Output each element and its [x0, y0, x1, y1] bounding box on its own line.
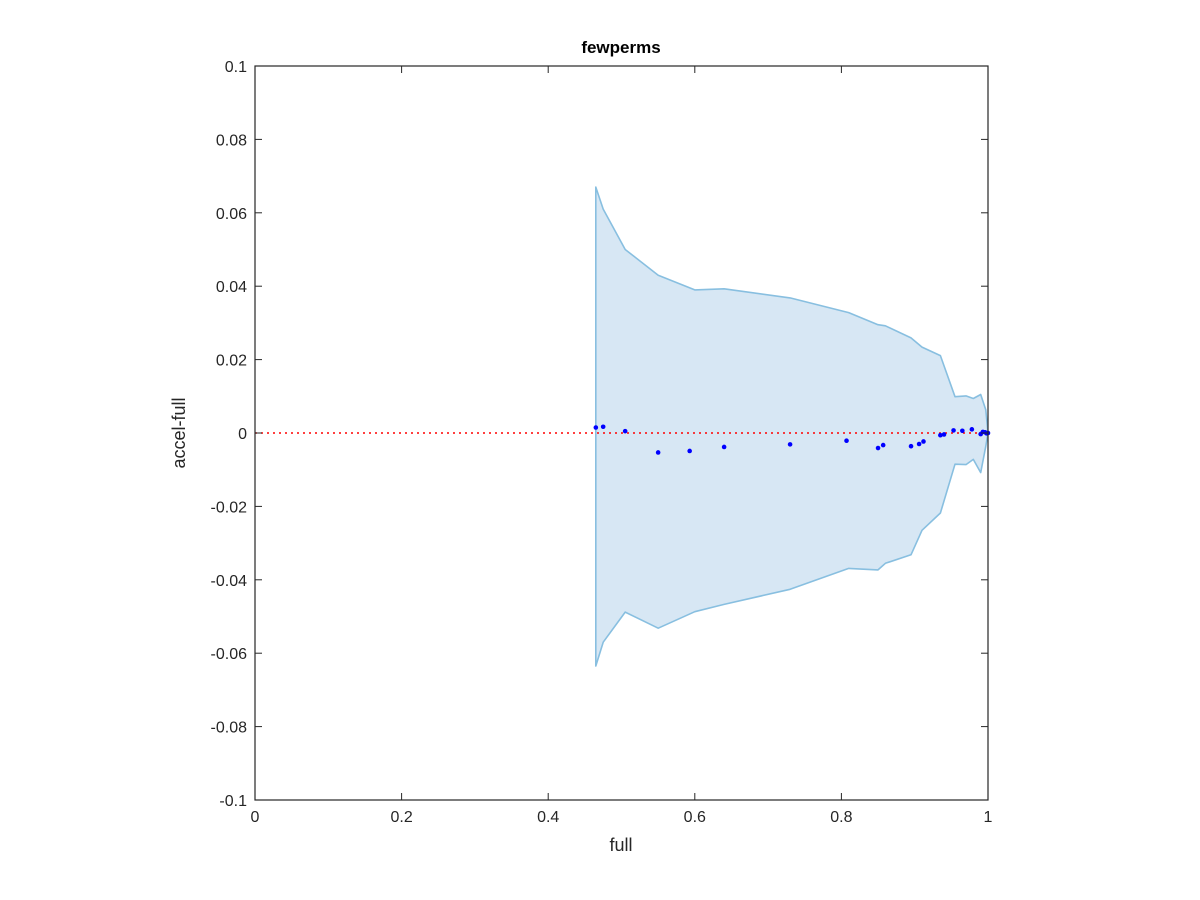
- data-point: [969, 427, 975, 432]
- chart-title: fewperms: [581, 38, 660, 57]
- x-axis-ticks: 0 0.2 0.4 0.6 0.8 1: [251, 66, 993, 826]
- data-point: [600, 424, 606, 430]
- data-point: [622, 428, 628, 434]
- data-point: [880, 442, 886, 448]
- data-point: [875, 445, 881, 451]
- x-tick-label: 0: [251, 809, 260, 826]
- y-tick-label: 0: [238, 426, 247, 443]
- y-tick-label: 0.06: [216, 206, 247, 223]
- y-tick-label: -0.08: [211, 720, 248, 737]
- x-tick-label: 0.6: [684, 809, 706, 826]
- data-point: [951, 428, 956, 433]
- data-point: [844, 438, 849, 444]
- x-tick-label: 0.8: [830, 809, 852, 826]
- y-tick-label: 0.02: [216, 353, 247, 370]
- x-axis-label: full: [609, 835, 632, 855]
- x-tick-label: 0.4: [537, 809, 559, 826]
- y-tick-label: 0.1: [225, 59, 247, 76]
- data-point: [916, 441, 922, 447]
- y-tick-label: 0.04: [216, 279, 247, 296]
- data-point: [921, 439, 926, 444]
- data-point: [655, 450, 661, 455]
- x-tick-label: 1: [984, 809, 993, 826]
- y-axis-ticks: -0.1 -0.08 -0.06 -0.04 -0.02 0 0.02 0.04 0.06 0.0…: [211, 59, 988, 810]
- plot-area: [255, 186, 991, 667]
- data-point: [938, 432, 943, 438]
- data-point: [960, 428, 965, 434]
- data-point: [908, 443, 914, 449]
- y-axis-label: accel-full: [169, 397, 189, 468]
- data-point: [593, 425, 599, 430]
- y-tick-label: 0.08: [216, 132, 247, 149]
- data-point: [721, 444, 727, 450]
- y-tick-label: -0.04: [211, 573, 248, 590]
- confidence-band: [595, 186, 989, 667]
- y-tick-label: -0.1: [219, 793, 247, 810]
- data-point: [787, 442, 793, 447]
- y-tick-label: -0.02: [211, 499, 248, 516]
- data-point: [687, 448, 692, 454]
- x-tick-label: 0.2: [390, 809, 412, 826]
- y-tick-label: -0.06: [211, 646, 248, 663]
- data-point: [941, 432, 947, 437]
